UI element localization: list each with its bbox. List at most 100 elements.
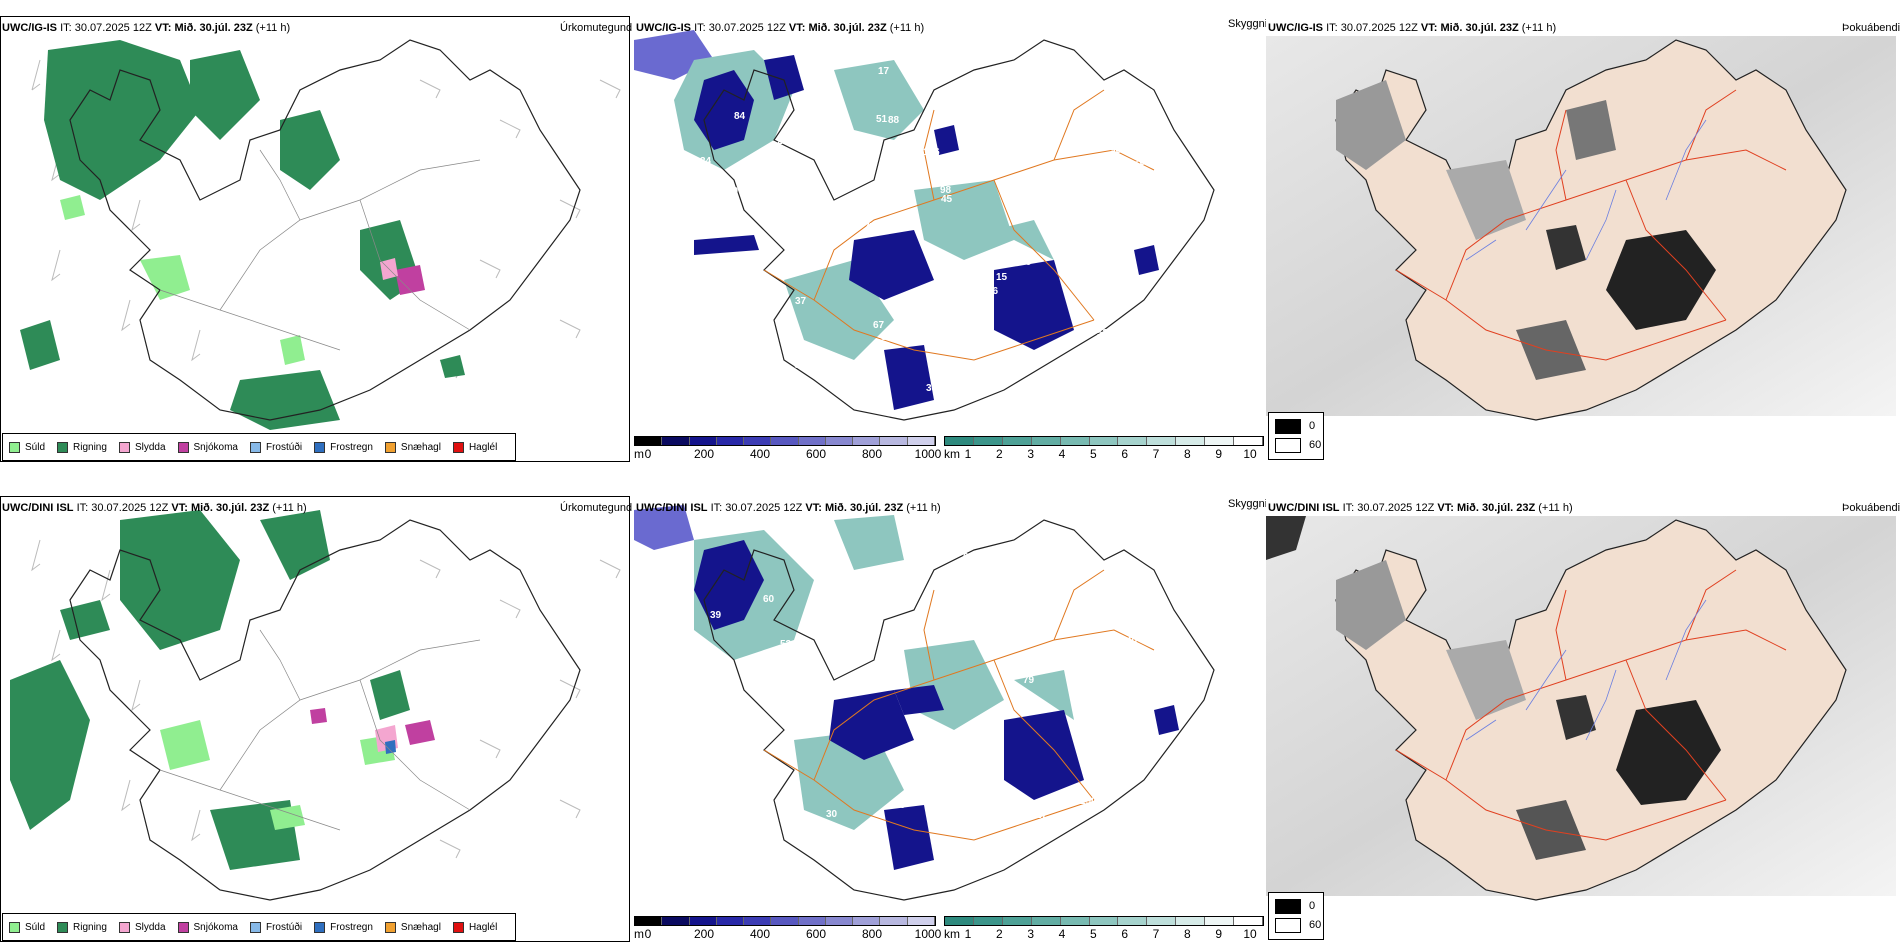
legend-label: Snjókoma [193, 921, 238, 933]
ceiling-value: 66 [987, 286, 999, 297]
colorbar-tick: 200 [693, 927, 715, 941]
vis-colorbar [944, 436, 1264, 446]
top-row: UWC/IG-IS IT: 30.07.2025 12Z VT: Mið. 30… [0, 0, 1900, 470]
colorbar-tick: 800 [861, 927, 883, 941]
ceiling-value: 57 [800, 729, 812, 740]
colorbar-tick: 8 [1183, 447, 1191, 461]
legend-swatch [177, 441, 189, 453]
precip-legend-item: Frostúði [249, 441, 302, 453]
legend-label: Rigning [73, 921, 107, 933]
colorbar-segment [1089, 917, 1119, 925]
colorbar-segment [907, 917, 935, 925]
lead-time: (+11 h) [272, 502, 307, 514]
ceiling-value: 128 [749, 370, 766, 381]
ceiling-value: 10 [1153, 175, 1165, 186]
panel-title: Skyggni [1228, 18, 1266, 30]
ceiling-colorbar [634, 916, 936, 926]
legend-swatch [452, 441, 464, 453]
ceiling-value: 30 [826, 809, 838, 820]
legend-label: Rigning [73, 441, 107, 453]
legend-swatch [118, 921, 130, 933]
fog-legend-swatch-0 [1275, 419, 1301, 434]
ceiling-value: 15 [996, 272, 1008, 283]
legend-swatch [9, 921, 20, 933]
precip-type-map-bottom: UWC/DINI ISL IT: 30.07.2025 12Z VT: Mið.… [0, 480, 632, 950]
ceiling-colorbar [634, 436, 936, 446]
colorbar-tick: 0 [644, 447, 652, 461]
colorbar-segment [1205, 437, 1235, 445]
precip-map-graphic [10, 510, 621, 901]
colorbar-segment [973, 437, 1003, 445]
colorbar-tick: 3 [1027, 927, 1034, 941]
legend-swatch [9, 441, 20, 453]
colorbar-tick: 2 [995, 927, 1003, 941]
colorbar-segment [1031, 917, 1061, 925]
fog-legend-label-60: 60 [1309, 919, 1322, 931]
legend-swatch [249, 441, 261, 453]
iceland-coastline [703, 519, 1215, 901]
ceiling-value: 52 [829, 861, 841, 872]
precip-legend-item: Súld [9, 921, 45, 933]
precip-legend-item: Frostregn [314, 921, 373, 933]
ceiling-value: 278 [970, 847, 987, 858]
panel-header: UWC/IG-IS IT: 30.07.2025 12Z VT: Mið. 30… [1268, 22, 1556, 34]
colorbar-segment [1176, 917, 1206, 925]
colorbar-tick: 1 [964, 447, 972, 461]
fog-areas [1266, 516, 1721, 860]
colorbar-segment [798, 437, 826, 445]
legend-swatch [118, 441, 130, 453]
fog-legend: 0 60 [1268, 412, 1324, 460]
colorbar-segment [1118, 917, 1148, 925]
colorbar-tick: 9 [1215, 927, 1222, 941]
precip-map-graphic [20, 39, 621, 430]
it-value: 30.07.2025 12Z [91, 502, 169, 514]
ceiling-value: 7 [1081, 694, 1087, 705]
colorbar-segment [744, 917, 772, 925]
precip-legend-item: Snjókoma [177, 441, 238, 453]
ceiling-value: 88 [888, 115, 900, 126]
ceiling-value: 56 [1109, 819, 1121, 830]
ceiling-value: 24 [1142, 88, 1154, 99]
it-value: 30.07.2025 12Z [708, 22, 786, 34]
ceiling-value: 133 [1083, 125, 1100, 136]
ceiling-value: 55 [742, 298, 754, 309]
ceiling-value: 93 [1089, 657, 1101, 668]
ceiling-value: 74 [985, 580, 997, 591]
colorbar-segment [1234, 917, 1263, 925]
ceiling-value: 81 [898, 53, 910, 64]
ceiling-value: 103 [865, 857, 882, 868]
it-label: IT: [694, 22, 706, 34]
colorbar-tick: 4 [1058, 927, 1066, 941]
ceiling-value: 60 [980, 130, 992, 141]
panel-title: Þokuábendi [1842, 22, 1900, 34]
model-name: UWC/IG-IS [636, 22, 691, 34]
vis-ticks: 1 2 3 4 5 6 7 8 9 10 [964, 447, 1260, 461]
vt-label: VT: [788, 22, 806, 34]
legend-swatch [177, 921, 189, 933]
it-label: IT: [60, 22, 72, 34]
ceiling-value: 52 [1097, 328, 1109, 339]
precip-legend-item: Snæhagl [384, 441, 441, 453]
legend-swatch [249, 921, 261, 933]
vt-label: VT: [1437, 502, 1454, 514]
legend-swatch [384, 441, 396, 453]
ceiling-value: 42 [1101, 753, 1113, 764]
lead-time: (+11 h) [1538, 502, 1573, 514]
ceiling-value: 997 [777, 317, 794, 328]
panel-header: UWC/DINI ISL IT: 30.07.2025 12Z VT: Mið.… [1268, 502, 1573, 514]
vt-label: VT: [171, 502, 188, 514]
precip-legend-item: Rigning [57, 921, 107, 933]
colorbar-segment [1176, 437, 1206, 445]
precip-legend-item: Haglél [452, 921, 497, 933]
ceiling-value: 60 [1066, 364, 1078, 375]
legend-swatch [57, 921, 69, 933]
ceiling-value: 45 [824, 573, 836, 584]
map-frame [0, 16, 630, 462]
precip-legend-item: Súld [9, 441, 45, 453]
colorbar-tick: 600 [805, 927, 827, 941]
colorbar-segment [1118, 437, 1148, 445]
fog-legend-swatch-0 [1275, 899, 1301, 914]
fog-areas [1336, 80, 1716, 380]
colorbar-segment [945, 437, 974, 445]
colorbar-segment [825, 917, 854, 925]
